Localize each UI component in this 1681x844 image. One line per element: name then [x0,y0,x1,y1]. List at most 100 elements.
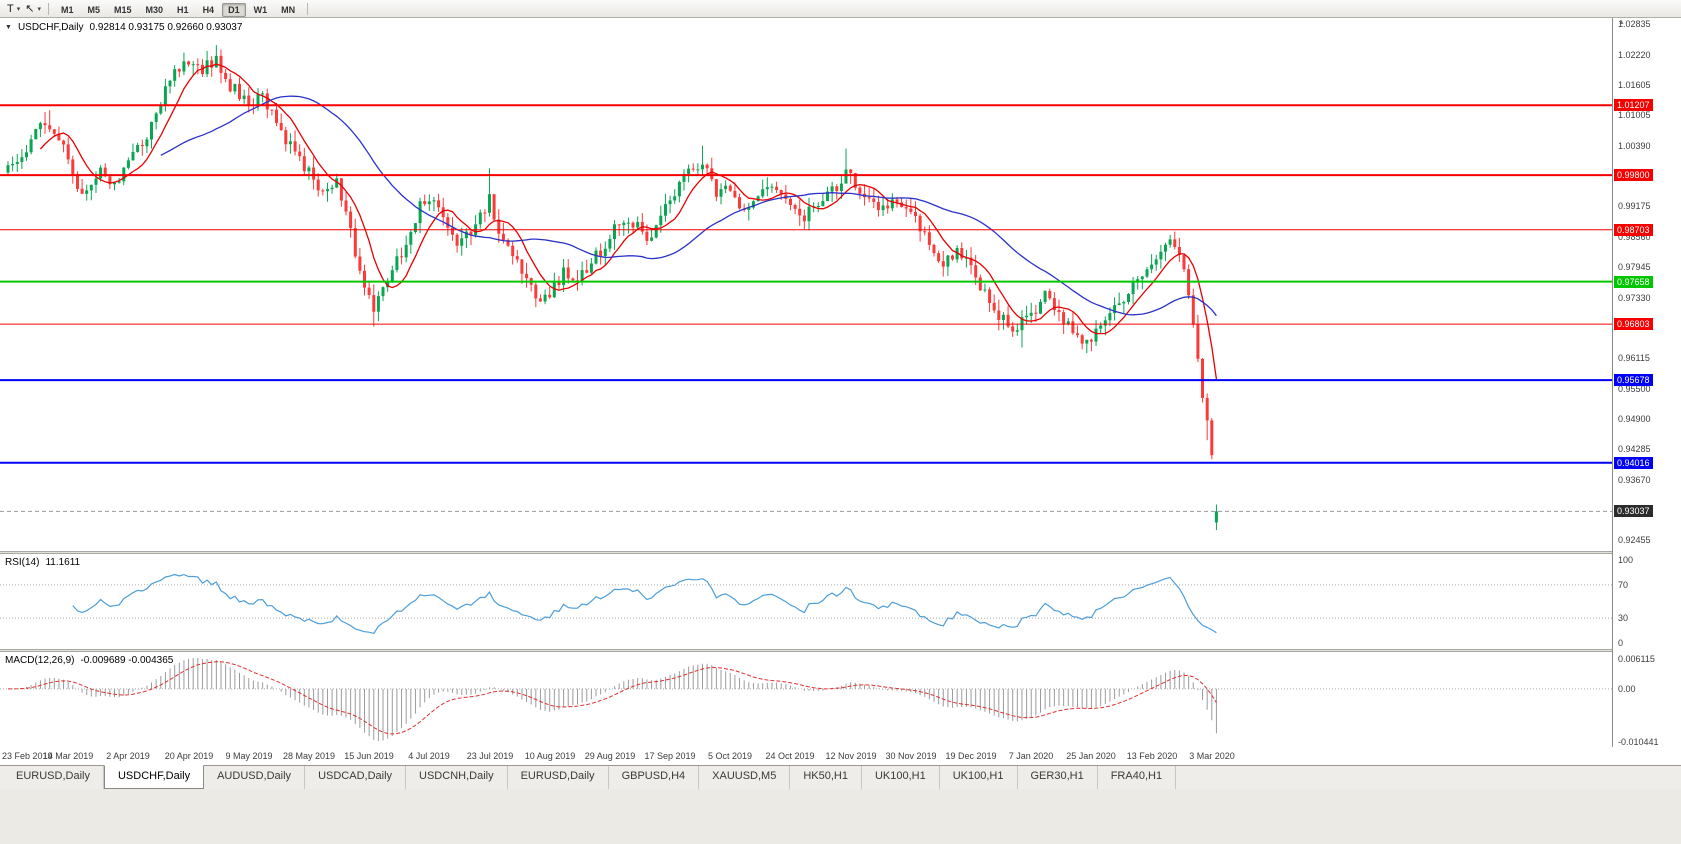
time-axis[interactable]: 23 Feb 2019 14 Mar 2019 2 Apr 2019 20 Apr 2… [0,747,1681,765]
macd-name: MACD(12,26,9) [5,655,75,666]
tab-usdcad-daily[interactable]: USDCAD,Daily [305,766,407,789]
pane-splitter[interactable] [0,649,1681,652]
price-axis-tick: 0.93670 [1618,475,1651,485]
chart-title: ▼ USDCHF,Daily 0.92814 0.93175 0.92660 0… [5,22,242,33]
pane-splitter[interactable] [0,551,1681,554]
timeframe-button-m30[interactable]: M30 [145,4,164,15]
price-line-label: 0.97658 [1614,276,1653,288]
tab-ger30-h1[interactable]: GER30,H1 [1018,766,1098,789]
time-axis-label: 7 Jan 2020 [1008,751,1054,761]
timeframe-button-m5[interactable]: M5 [87,4,101,15]
macd-label: MACD(12,26,9) -0.009689 -0.004365 [5,655,173,666]
price-axis-tick: 1.00390 [1618,141,1651,151]
price-axis-tick: 0.92455 [1618,535,1651,545]
time-axis-label: 4 Jul 2019 [408,751,450,761]
price-line-label: 0.94016 [1614,457,1653,469]
tab-uk100-h1[interactable]: UK100,H1 [862,766,940,789]
time-axis-label: 19 Dec 2019 [945,751,997,761]
rsi-label: RSI(14) 11.1611 [5,557,80,568]
price-pane: ▼ USDCHF,Daily 0.92814 0.93175 0.92660 0… [0,18,1612,551]
rsi-canvas[interactable] [0,554,1612,649]
time-axis-label: 24 Oct 2019 [765,751,815,761]
timeframe-button-d1[interactable]: D1 [222,2,246,17]
time-axis-label: 9 May 2019 [225,751,273,761]
timeframe-button-h1[interactable]: H1 [177,4,189,15]
macd-axis-tick: 0.00 [1618,684,1636,694]
price-axis-tick: 0.95500 [1618,384,1651,394]
timeframe-button-mn[interactable]: MN [281,4,296,15]
price-axis-tick: 1.01005 [1618,110,1651,120]
tab-uk100-h1[interactable]: UK100,H1 [940,766,1018,789]
price-line-label: 0.95678 [1614,374,1653,386]
timeframe-button-m1[interactable]: M1 [60,4,74,15]
macd-axis-tick: -0.010441 [1618,737,1659,747]
rsi-axis-tick: 30 [1618,613,1629,623]
price-axis-tick: 1.02220 [1618,50,1651,60]
time-axis-label: 30 Nov 2019 [885,751,937,761]
chart-ohlc-values: 0.92814 0.93175 0.92660 0.93037 [89,22,243,33]
price-axis-tick: 0.94900 [1618,414,1651,424]
price-axis-tick: 0.98560 [1618,232,1651,242]
axis-scroll-up-icon[interactable]: ▲ [1618,19,1625,26]
price-line-label: 0.98703 [1614,224,1653,236]
price-chart-canvas[interactable] [0,18,1612,551]
time-axis-label: 3 Mar 2020 [1189,751,1235,761]
collapse-triangle-icon[interactable]: ▼ [5,24,12,31]
chart-symbol-label: USDCHF,Daily [17,22,84,33]
time-axis-label: 10 Aug 2019 [524,751,576,761]
window-background [0,789,1681,844]
time-axis-label: 2 Apr 2019 [106,751,150,761]
tab-fra40-h1[interactable]: FRA40,H1 [1098,766,1177,789]
tab-eurusd-daily[interactable]: EURUSD,Daily [3,766,104,789]
toolbar: T ▾ ↖ ▾ M1 M5 M15 M30 H1 H4 D1 W1 MN [0,0,1681,18]
cursor-tool-icon[interactable]: ↖ [25,3,35,15]
time-axis-label: 20 Apr 2019 [164,751,214,761]
time-axis-label: 15 Jun 2019 [344,751,394,761]
price-axis-tick: 0.97945 [1618,262,1651,272]
rsi-pane: RSI(14) 11.1611 [0,554,1612,649]
price-line-label: 0.96803 [1614,318,1653,330]
chart-tabs-bar: EURUSD,Daily USDCHF,Daily AUDUSD,Daily USDC… [0,765,1681,789]
timeframe-button-h4[interactable]: H4 [202,4,215,15]
price-axis-tick: 0.94285 [1618,444,1651,454]
time-axis-label: 13 Feb 2020 [1126,751,1178,761]
tab-audusd-daily[interactable]: AUDUSD,Daily [204,766,306,789]
macd-values: -0.009689 -0.004365 [80,655,174,666]
tab-eurusd-daily[interactable]: EURUSD,Daily [508,766,609,789]
text-tool-icon[interactable]: T [7,2,14,15]
timeframe-button-m15[interactable]: M15 [114,4,132,15]
time-axis-label: 14 Mar 2019 [42,751,94,761]
rsi-axis-tick: 0 [1618,638,1624,648]
macd-pane: MACD(12,26,9) -0.009689 -0.004365 [0,652,1612,747]
toolbar-separator [307,2,309,15]
macd-canvas[interactable] [0,652,1612,747]
tab-xauusd-m5[interactable]: XAUUSD,M5 [699,766,791,789]
macd-axis-tick: 0.006115 [1618,654,1655,664]
rsi-axis-tick: 100 [1618,555,1634,565]
time-axis-label: 23 Jul 2019 [466,751,514,761]
price-axis-tick: 1.01605 [1618,80,1651,90]
price-axis-tick: 0.96115 [1618,353,1650,363]
time-axis-label: 12 Nov 2019 [825,751,877,761]
price-axis[interactable]: ▲ 1.02835 1.02220 1.01605 1.01005 1.00390 0.9… [1612,18,1681,747]
timeframe-button-group: M1 M5 M15 M30 H1 H4 D1 W1 MN [54,0,302,18]
chevron-down-icon[interactable]: ▾ [37,5,41,13]
tab-usdchf-daily[interactable]: USDCHF,Daily [103,765,205,789]
price-axis-tick: 1.02835 [1618,19,1651,29]
chevron-down-icon[interactable]: ▾ [16,5,21,13]
timeframe-button-w1[interactable]: W1 [253,4,268,15]
time-axis-label: 23 Feb 2019 [2,751,53,761]
rsi-name: RSI(14) [5,557,40,568]
time-axis-label: 5 Oct 2019 [707,751,753,761]
time-axis-label: 25 Jan 2020 [1066,751,1116,761]
tab-hk50-h1[interactable]: HK50,H1 [790,766,862,789]
price-axis-tick: 0.97330 [1618,293,1651,303]
rsi-axis-tick: 70 [1618,580,1629,590]
price-axis-tick: 0.99175 [1618,201,1651,211]
tab-gbpusd-h4[interactable]: GBPUSD,H4 [609,766,700,789]
price-line-label: 0.99800 [1614,169,1653,181]
current-price-label: 0.93037 [1614,505,1653,517]
tab-usdcnh-daily[interactable]: USDCNH,Daily [406,766,508,789]
time-axis-label: 28 May 2019 [282,751,336,761]
